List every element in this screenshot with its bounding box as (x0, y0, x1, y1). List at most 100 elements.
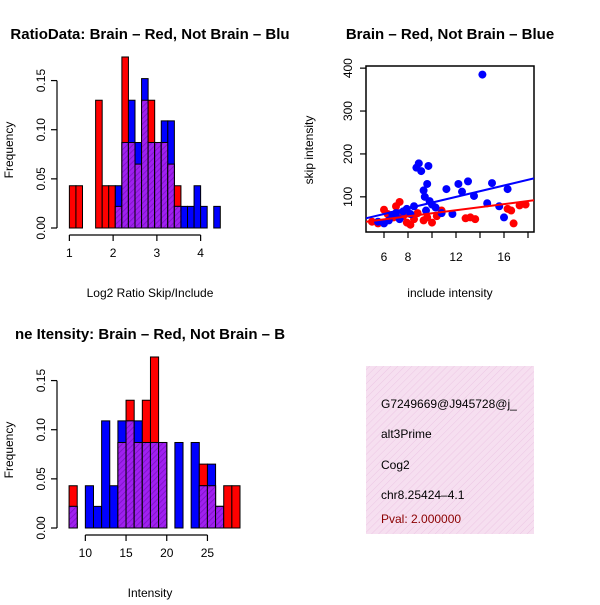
axes: 10 15 20 25 0.00 0.05 0.10 0.15 (34, 369, 214, 560)
point-not-brain (503, 185, 512, 194)
bar-brain (95, 99, 103, 229)
bar-not-brain (193, 185, 202, 229)
point-not-brain (454, 179, 463, 188)
bar-overlap (160, 141, 169, 229)
point-brain (428, 218, 436, 227)
point-brain (507, 206, 516, 215)
point-not-brain (419, 186, 428, 195)
bars (68, 356, 241, 529)
bar-overlap (215, 505, 225, 529)
bar-brain (101, 185, 110, 229)
point-not-brain (488, 179, 496, 188)
point-not-brain (417, 167, 426, 176)
ratio-histogram: RatioData: Brain – Red, Not Brain – Blu … (2, 26, 290, 300)
bar-brain (108, 185, 116, 229)
x-tick-label: 25 (201, 546, 215, 560)
genomic-location: chr8.25424–4.1 (381, 488, 465, 502)
y-tick-label: 400 (341, 58, 355, 78)
bar-overlap (158, 441, 168, 529)
trend-line-not-brain (366, 177, 534, 220)
bar-overlap (133, 441, 143, 529)
plot-marks (366, 70, 534, 229)
point-not-brain (431, 203, 440, 212)
info-panel-background (366, 366, 534, 534)
bar-brain (231, 485, 241, 529)
bar-overlap (206, 485, 217, 529)
p-value: Pval: 2.000000 (381, 512, 461, 526)
chart-title: ne Itensity: Brain – Red, Not Brain – B (15, 326, 285, 343)
point-not-brain (458, 187, 466, 196)
bar-not-brain (84, 485, 94, 529)
trend-line-brain (366, 199, 534, 223)
y-tick-label: 0.15 (34, 369, 48, 393)
axes: 1 2 3 4 0.00 0.05 0.10 0.15 (34, 69, 204, 260)
y-axis-label: Frequency (2, 422, 16, 479)
y-axis-label: skip intensity (302, 116, 316, 185)
bar-not-brain (190, 441, 200, 529)
y-tick-label: 0.05 (34, 167, 48, 191)
point-not-brain (478, 70, 487, 79)
point-not-brain (442, 185, 451, 194)
x-tick-label: 15 (119, 546, 133, 560)
bar-not-brain (213, 205, 221, 229)
event-type: alt3Prime (381, 427, 432, 441)
x-tick-label: 10 (79, 546, 93, 560)
x-tick-label: 3 (154, 246, 161, 260)
bar-not-brain (174, 441, 184, 529)
y-tick-label: 0.10 (34, 118, 48, 142)
x-axis-label: include intensity (407, 286, 492, 300)
bar-brain (68, 185, 77, 229)
bar-overlap (149, 441, 160, 529)
bar-overlap (117, 441, 127, 529)
y-tick-label: 100 (341, 186, 355, 206)
bar-not-brain (200, 205, 208, 229)
bar-overlap (167, 163, 175, 229)
bar-overlap (141, 441, 151, 529)
point-brain (471, 215, 480, 224)
point-brain (395, 197, 404, 206)
bar-overlap (68, 505, 78, 529)
point-not-brain (464, 177, 472, 186)
point-not-brain (424, 161, 433, 170)
plot-frame (365, 65, 535, 233)
bar-overlap (121, 141, 129, 229)
bar-overlap (147, 141, 156, 229)
bar-overlap (127, 141, 136, 229)
bar-not-brain (180, 205, 188, 229)
y-tick-label: 0.15 (34, 69, 48, 93)
info-panel: G7249669@J945728@j_ alt3Prime Cog2 chr8.… (366, 366, 534, 534)
x-axis-label: Intensity (128, 586, 173, 600)
bar-overlap (198, 485, 208, 529)
bar-overlap (173, 205, 182, 229)
bar-overlap (154, 141, 162, 229)
x-tick-label: 6 (381, 250, 388, 264)
bar-brain (223, 485, 233, 529)
intensity-scatter: Brain – Red, Not Brain – Blue 6 8 12 16 100 2… (302, 26, 554, 300)
bar-not-brain (187, 205, 195, 229)
chart-title: RatioData: Brain – Red, Not Brain – Blu (10, 26, 289, 43)
plot-area (365, 65, 535, 233)
x-tick-label: 8 (405, 250, 412, 264)
bar-not-brain (109, 485, 119, 529)
x-tick-label: 16 (497, 250, 511, 264)
bar-not-brain (101, 420, 111, 529)
point-not-brain (500, 213, 508, 222)
bar-not-brain (92, 505, 103, 529)
x-tick-label: 4 (197, 246, 204, 260)
x-tick-label: 12 (449, 250, 463, 264)
bar-overlap (134, 163, 143, 229)
bars (68, 56, 221, 229)
x-tick-label: 1 (66, 246, 73, 260)
event-id: G7249669@J945728@j_ (381, 397, 517, 411)
x-axis-label: Log2 Ratio Skip/Include (87, 286, 214, 300)
bar-overlap (141, 99, 149, 229)
x-tick-label: 20 (160, 546, 174, 560)
point-brain (515, 201, 524, 210)
gene-name: Cog2 (381, 458, 410, 472)
y-axis-label: Frequency (2, 122, 16, 179)
y-tick-label: 300 (341, 101, 355, 121)
point-not-brain (414, 159, 423, 168)
y-tick-label: 200 (341, 144, 355, 164)
x-tick-label: 2 (110, 246, 117, 260)
